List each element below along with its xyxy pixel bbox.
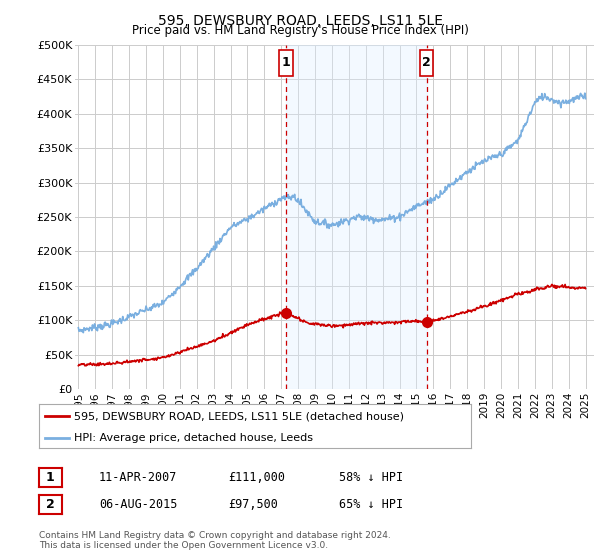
Text: 11-APR-2007: 11-APR-2007 (99, 470, 178, 484)
Text: 65% ↓ HPI: 65% ↓ HPI (339, 497, 403, 511)
Text: 595, DEWSBURY ROAD, LEEDS, LS11 5LE (detached house): 595, DEWSBURY ROAD, LEEDS, LS11 5LE (det… (74, 411, 404, 421)
Text: 1: 1 (46, 471, 55, 484)
Text: 2: 2 (46, 498, 55, 511)
Text: 06-AUG-2015: 06-AUG-2015 (99, 497, 178, 511)
Text: 2: 2 (422, 56, 431, 69)
Bar (286, 45, 427, 389)
Text: 595, DEWSBURY ROAD, LEEDS, LS11 5LE: 595, DEWSBURY ROAD, LEEDS, LS11 5LE (157, 14, 443, 28)
FancyBboxPatch shape (279, 50, 293, 76)
Text: Price paid vs. HM Land Registry's House Price Index (HPI): Price paid vs. HM Land Registry's House … (131, 24, 469, 37)
FancyBboxPatch shape (420, 50, 433, 76)
Text: Contains HM Land Registry data © Crown copyright and database right 2024.
This d: Contains HM Land Registry data © Crown c… (39, 531, 391, 550)
Text: £111,000: £111,000 (228, 470, 285, 484)
Text: £97,500: £97,500 (228, 497, 278, 511)
Text: HPI: Average price, detached house, Leeds: HPI: Average price, detached house, Leed… (74, 433, 313, 443)
Text: 1: 1 (281, 56, 290, 69)
Text: 58% ↓ HPI: 58% ↓ HPI (339, 470, 403, 484)
